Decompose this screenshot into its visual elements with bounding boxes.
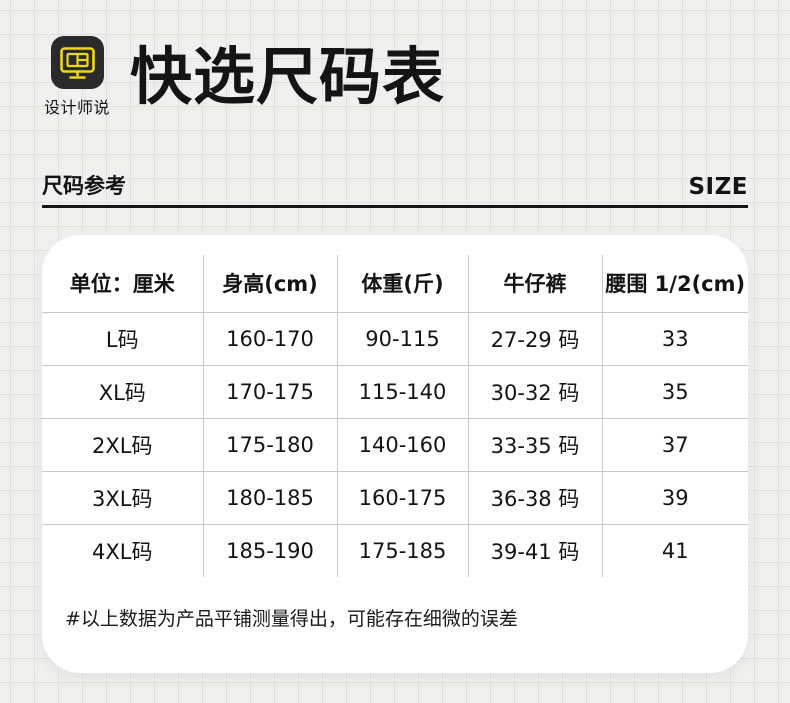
column-header: 腰围 1/2(cm) [601, 255, 748, 312]
column-header: 体重(斤) [336, 255, 468, 312]
section-label-cn: 尺码参考 [42, 174, 126, 198]
table-row: 3XL码 180-185 160-175 36-38 码 39 [42, 470, 748, 524]
table-cell: 37 [601, 417, 748, 471]
table-cell: 30-32 码 [467, 364, 602, 418]
table-cell: 4XL码 [42, 523, 203, 577]
table-cell: 39-41 码 [467, 523, 602, 577]
table-cell: 39 [601, 470, 748, 524]
column-header: 牛仔裤 [467, 255, 602, 312]
section-header: 尺码参考 SIZE [42, 170, 748, 200]
table-header-row: 单位：厘米 身高(cm) 体重(斤) 牛仔裤 腰围 1/2(cm) [42, 255, 748, 312]
table-cell: 175-185 [336, 523, 468, 577]
table-cell: 160-175 [336, 470, 468, 524]
table-cell: XL码 [42, 364, 203, 418]
table-row: 2XL码 175-180 140-160 33-35 码 37 [42, 417, 748, 471]
table-cell: 41 [601, 523, 748, 577]
table-cell: 2XL码 [42, 417, 203, 471]
size-table: 单位：厘米 身高(cm) 体重(斤) 牛仔裤 腰围 1/2(cm) L码 160-170 9… [42, 255, 748, 577]
table-cell: 27-29 码 [467, 311, 602, 365]
table-cell: 33 [601, 311, 748, 365]
table-cell: 180-185 [202, 470, 337, 524]
table-cell: 185-190 [202, 523, 337, 577]
table-row: L码 160-170 90-115 27-29 码 33 [42, 311, 748, 365]
table-cell: 140-160 [336, 417, 468, 471]
header-row: 设计师说 快选尺码表 [0, 0, 790, 128]
section-label-en: SIZE [688, 174, 748, 200]
table-cell: 115-140 [336, 364, 468, 418]
brand-label: 设计师说 [43, 98, 110, 117]
table-cell: 170-175 [202, 364, 337, 418]
table-cell: 36-38 码 [467, 470, 602, 524]
table-row: 4XL码 185-190 175-185 39-41 码 41 [42, 523, 748, 577]
table-cell: 90-115 [336, 311, 468, 365]
table-cell: 33-35 码 [467, 417, 602, 471]
section-divider-line [42, 205, 748, 208]
column-header: 身高(cm) [202, 255, 337, 312]
table-cell: 175-180 [202, 417, 337, 471]
table-cell: 3XL码 [42, 470, 203, 524]
table-cell: 35 [601, 364, 748, 418]
monitor-icon [50, 36, 104, 89]
footnote: #以上数据为产品平铺测量得出，可能存在细微的误差 [65, 608, 518, 630]
table-cell: 160-170 [202, 311, 337, 365]
table-cell: L码 [42, 311, 203, 365]
page-title: 快选尺码表 [130, 40, 446, 113]
brand-logo: 设计师说 [38, 36, 116, 118]
table-row: XL码 170-175 115-140 30-32 码 35 [42, 364, 748, 418]
size-table-card: 单位：厘米 身高(cm) 体重(斤) 牛仔裤 腰围 1/2(cm) L码 160-170 9… [42, 235, 748, 673]
column-header: 单位：厘米 [69, 272, 175, 297]
